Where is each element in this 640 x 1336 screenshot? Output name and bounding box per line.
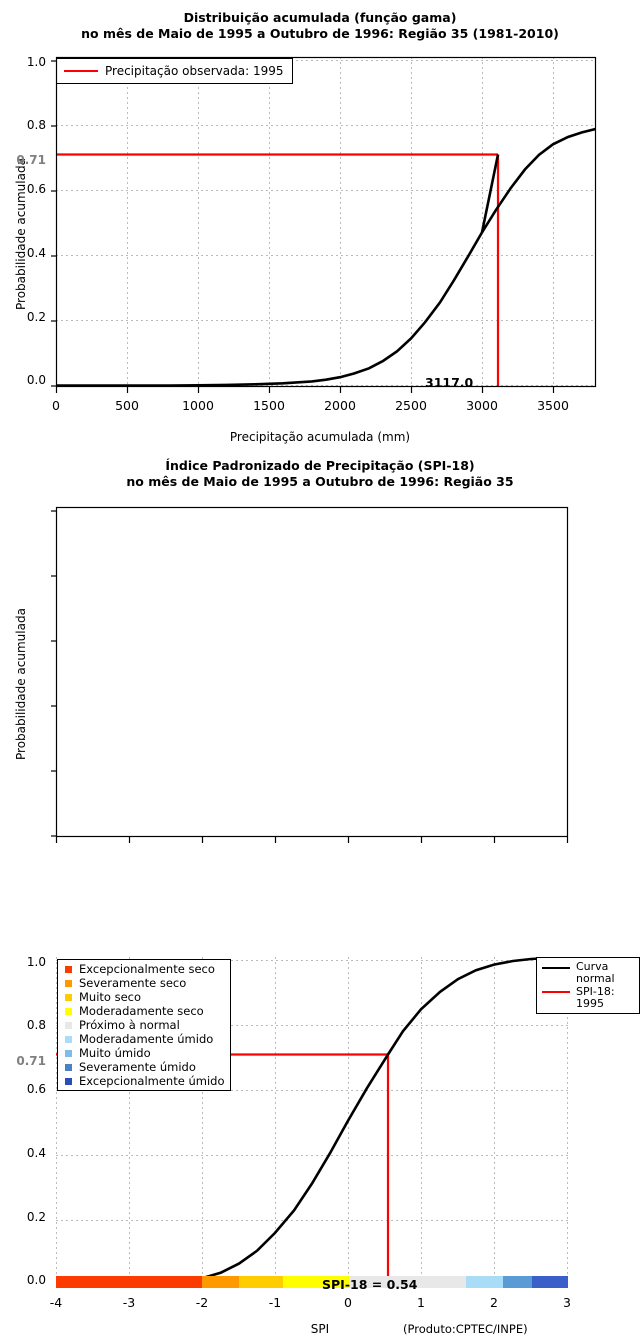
category-legend-label: Moderadamente seco (79, 1004, 204, 1018)
bottom-chart-title-line2: no mês de Maio de 1995 a Outubro de 1996… (126, 474, 514, 489)
bottom-y-tick-highlight: 0.71 (16, 1054, 46, 1068)
black-line-icon (542, 967, 570, 969)
category-swatch-icon (65, 1021, 72, 1029)
category-legend-item: Severamente úmido (62, 1060, 224, 1074)
legend-curva-normal-line1: Curva (576, 960, 609, 973)
gamma-cdf-chart-panel: Distribuição acumulada (função gama) no … (0, 0, 640, 450)
spi-category-legend: Excepcionalmente seco Severamente seco M… (57, 959, 232, 1091)
category-swatch-icon (65, 1035, 72, 1043)
top-x-tick-1000: 1000 (182, 398, 214, 413)
red-line-icon (64, 70, 98, 72)
bottom-y-tick-0-0: 0.0 (26, 1273, 46, 1287)
category-legend-label: Moderadamente úmido (79, 1032, 214, 1046)
category-legend-label: Severamente seco (79, 976, 187, 990)
legend-item-spi-1995: SPI-18: 1995 (542, 986, 634, 1010)
red-line-icon (542, 991, 570, 993)
top-y-tick-1-0: 1.0 (26, 55, 46, 69)
bottom-x-tick-3: 3 (563, 1295, 571, 1310)
top-observed-indicator (56, 153, 500, 387)
category-legend-item: Moderadamente seco (62, 1004, 224, 1018)
legend-item-observed: Precipitação observada: 1995 (64, 63, 283, 79)
bottom-x-tick-neg3: -3 (122, 1295, 136, 1310)
bottom-chart-series-legend: Curva normal SPI-18: 1995 (536, 957, 640, 1014)
top-chart-legend: Precipitação observada: 1995 (56, 58, 294, 84)
spi-category-colorbar (56, 1276, 568, 1288)
colorbar-segment-moderadamente-umido (466, 1276, 503, 1288)
top-x-tick-500: 500 (115, 398, 139, 413)
colorbar-segment-severamente-seco (202, 1276, 239, 1288)
category-swatch-icon (65, 1049, 72, 1057)
top-x-tick-2000: 2000 (324, 398, 356, 413)
category-legend-item: Excepcionalmente úmido (62, 1074, 224, 1088)
colorbar-segment-excepcionalmente-seco (56, 1276, 202, 1288)
top-x-tick-2500: 2500 (395, 398, 427, 413)
top-y-tick-highlight: 0.71 (16, 153, 46, 167)
colorbar-segment-muito-seco (239, 1276, 283, 1288)
legend-item-observed-label: Precipitação observada: 1995 (105, 64, 284, 78)
category-swatch-icon (65, 993, 72, 1001)
top-y-tick-0-8: 0.8 (26, 118, 46, 132)
category-legend-label: Excepcionalmente úmido (79, 1074, 225, 1088)
bottom-y-tick-1-0: 1.0 (26, 955, 46, 969)
category-legend-item: Moderadamente úmido (62, 1032, 224, 1046)
bottom-y-axis-title: Probabilidade acumulada (14, 608, 28, 760)
bottom-x-tick-2: 2 (490, 1295, 498, 1310)
top-y-tick-0-2: 0.2 (26, 310, 46, 324)
bottom-x-tick-1: 1 (417, 1295, 425, 1310)
category-legend-label: Próximo à normal (79, 1018, 180, 1032)
colorbar-segment-muito-umido (503, 1276, 532, 1288)
top-x-tick-1500: 1500 (253, 398, 285, 413)
top-y-tick-0-0: 0.0 (26, 373, 46, 387)
category-swatch-icon (65, 1063, 72, 1071)
bottom-x-tick-0: 0 (344, 1295, 352, 1310)
top-x-tick-3500: 3500 (537, 398, 569, 413)
bottom-y-tick-0-4: 0.4 (26, 1146, 46, 1160)
category-legend-label: Muito seco (79, 990, 142, 1004)
top-chart-title-line1: Distribuição acumulada (função gama) (183, 10, 457, 25)
spi-normal-chart-panel: Índice Padronizado de Precipitação (SPI-… (0, 450, 640, 1336)
top-x-tick-3000: 3000 (466, 398, 498, 413)
category-legend-label: Excepcionalmente seco (79, 962, 215, 976)
top-x-axis-title: Precipitação acumulada (mm) (229, 430, 411, 444)
top-chart-title: Distribuição acumulada (função gama) no … (0, 10, 640, 42)
category-legend-item: Muito úmido (62, 1046, 224, 1060)
top-observed-value-annotation: 3117.0 (425, 375, 474, 390)
top-y-axis-title: Probabilidade acumulada (14, 158, 28, 310)
bottom-y-tick-0-6: 0.6 (26, 1082, 46, 1096)
top-gridlines (56, 57, 596, 387)
category-swatch-icon (65, 979, 72, 987)
bottom-y-tick-0-8: 0.8 (26, 1018, 46, 1032)
spi-value-annotation: SPI-18 = 0.54 (322, 1277, 418, 1292)
category-swatch-icon (65, 965, 72, 973)
bottom-x-tick-neg4: -4 (49, 1295, 63, 1310)
bottom-chart-title-line1: Índice Padronizado de Precipitação (SPI-… (165, 458, 475, 473)
top-y-tick-0-4: 0.4 (26, 246, 46, 260)
colorbar-segment-severamente-umido (532, 1276, 568, 1288)
bottom-x-tick-neg1: -1 (268, 1295, 282, 1310)
legend-item-curva-normal: Curva normal (542, 961, 634, 985)
category-legend-label: Muito úmido (79, 1046, 151, 1060)
legend-spi-label: SPI-18: 1995 (576, 985, 615, 1010)
category-legend-item: Muito seco (62, 990, 224, 1004)
bottom-x-tick-neg2: -2 (195, 1295, 209, 1310)
legend-curva-normal-line2: normal (576, 972, 615, 985)
bottom-chart-title: Índice Padronizado de Precipitação (SPI-… (0, 458, 640, 490)
category-swatch-icon (65, 1077, 72, 1085)
category-legend-item: Excepcionalmente seco (62, 962, 224, 976)
category-legend-item: Próximo à normal (62, 1018, 224, 1032)
top-chart-title-line2: no mês de Maio de 1995 a Outubro de 1996… (81, 26, 559, 41)
top-y-tick-0-6: 0.6 (26, 182, 46, 196)
top-x-tick-0: 0 (52, 398, 60, 413)
bottom-y-tick-0-2: 0.2 (26, 1210, 46, 1224)
bottom-x-axis-title: SPI (310, 1322, 330, 1336)
category-legend-label: Severamente úmido (79, 1060, 196, 1074)
top-gamma-curve (56, 154, 500, 387)
top-plot-area (56, 57, 596, 387)
category-swatch-icon (65, 1007, 72, 1015)
product-credit: (Produto:CPTEC/INPE) (403, 1322, 528, 1336)
category-legend-item: Severamente seco (62, 976, 224, 990)
